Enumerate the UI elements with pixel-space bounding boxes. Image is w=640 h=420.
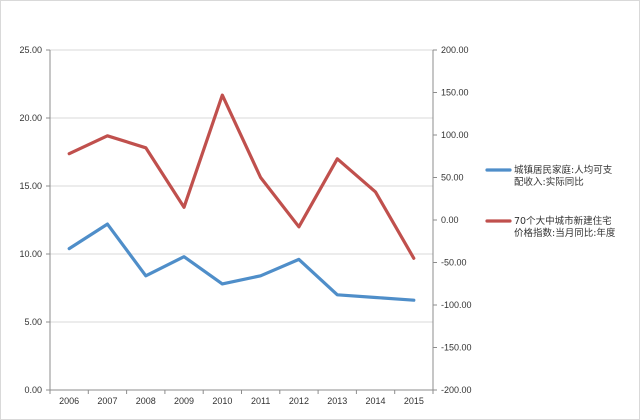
legend-label-1: 城镇居民家庭:人均可支配收入:实际同比 <box>514 164 613 188</box>
series-2-point <box>67 152 71 155</box>
series-line-1 <box>67 222 416 302</box>
series-1-point <box>106 222 109 226</box>
x-axis-tick-label: 2006 <box>59 396 79 406</box>
series-2-point <box>336 157 339 160</box>
x-axis-tick-label: 2010 <box>212 396 232 406</box>
right-axis-tick-label: 100.00 <box>441 130 469 140</box>
x-axis-tick-label: 2009 <box>174 396 194 406</box>
series-1-point <box>221 282 224 286</box>
series-lines <box>67 93 416 302</box>
x-axis-tick-label: 2015 <box>404 396 424 406</box>
right-axis-tick-label: 200.00 <box>441 45 469 55</box>
left-axis-tick-label: 20.00 <box>19 113 42 123</box>
x-axis-tick-label: 2007 <box>97 396 117 406</box>
right-axis-tick-label: -150.00 <box>441 343 472 353</box>
x-axis-tick-label: 2012 <box>289 396 309 406</box>
x-axis-tick-label: 2011 <box>251 396 270 406</box>
left-axis-tick-label: 10.00 <box>19 249 42 259</box>
series-1-point <box>374 296 377 299</box>
right-axis-tick-label: 150.00 <box>441 88 469 98</box>
series-2-point <box>182 206 186 209</box>
gridlines <box>50 49 433 323</box>
right-axis-tick-label: -50.00 <box>441 258 467 268</box>
series-1-point <box>336 293 339 296</box>
x-axis-tick-label: 2013 <box>327 396 347 406</box>
series-1-point <box>412 299 416 302</box>
right-axis-tick-label: 50.00 <box>441 173 464 183</box>
series-2-point <box>412 257 416 260</box>
series-1-point <box>259 274 262 277</box>
left-axis-tick-label: 0.00 <box>24 385 42 395</box>
series-2-point <box>221 93 224 97</box>
axes: 0.00 5.00 10.00 15.00 20.00 25.00 -200.00 -150.… <box>19 45 471 406</box>
x-axis-tick-label: 2014 <box>366 396 386 406</box>
series-1-point <box>182 255 186 258</box>
x-axis-tick-label: 2008 <box>136 396 156 406</box>
legend: 城镇居民家庭:人均可支配收入:实际同比 70个大中城市新建住宅价格指数:当月同比:… <box>485 164 616 239</box>
left-axis-tick-label: 5.00 <box>24 317 42 327</box>
right-axis-tick-label: 0.00 <box>441 215 459 225</box>
legend-label-2: 70个大中城市新建住宅价格指数:当月同比:年度 <box>514 215 616 239</box>
right-axis-tick-label: -100.00 <box>441 300 472 310</box>
series-2-point <box>374 190 377 194</box>
series-line-2 <box>67 93 416 260</box>
left-axis-tick-label: 25.00 <box>19 45 42 55</box>
left-axis-tick-label: 15.00 <box>19 181 42 191</box>
series-1-point <box>297 258 301 261</box>
series-2-point <box>144 146 147 149</box>
series-1-point <box>144 274 147 277</box>
right-axis-tick-label: -200.00 <box>441 385 472 395</box>
series-1-point <box>67 247 71 250</box>
series-2-point <box>259 176 262 179</box>
series-2-point <box>297 225 301 228</box>
series-2-point <box>106 134 109 138</box>
